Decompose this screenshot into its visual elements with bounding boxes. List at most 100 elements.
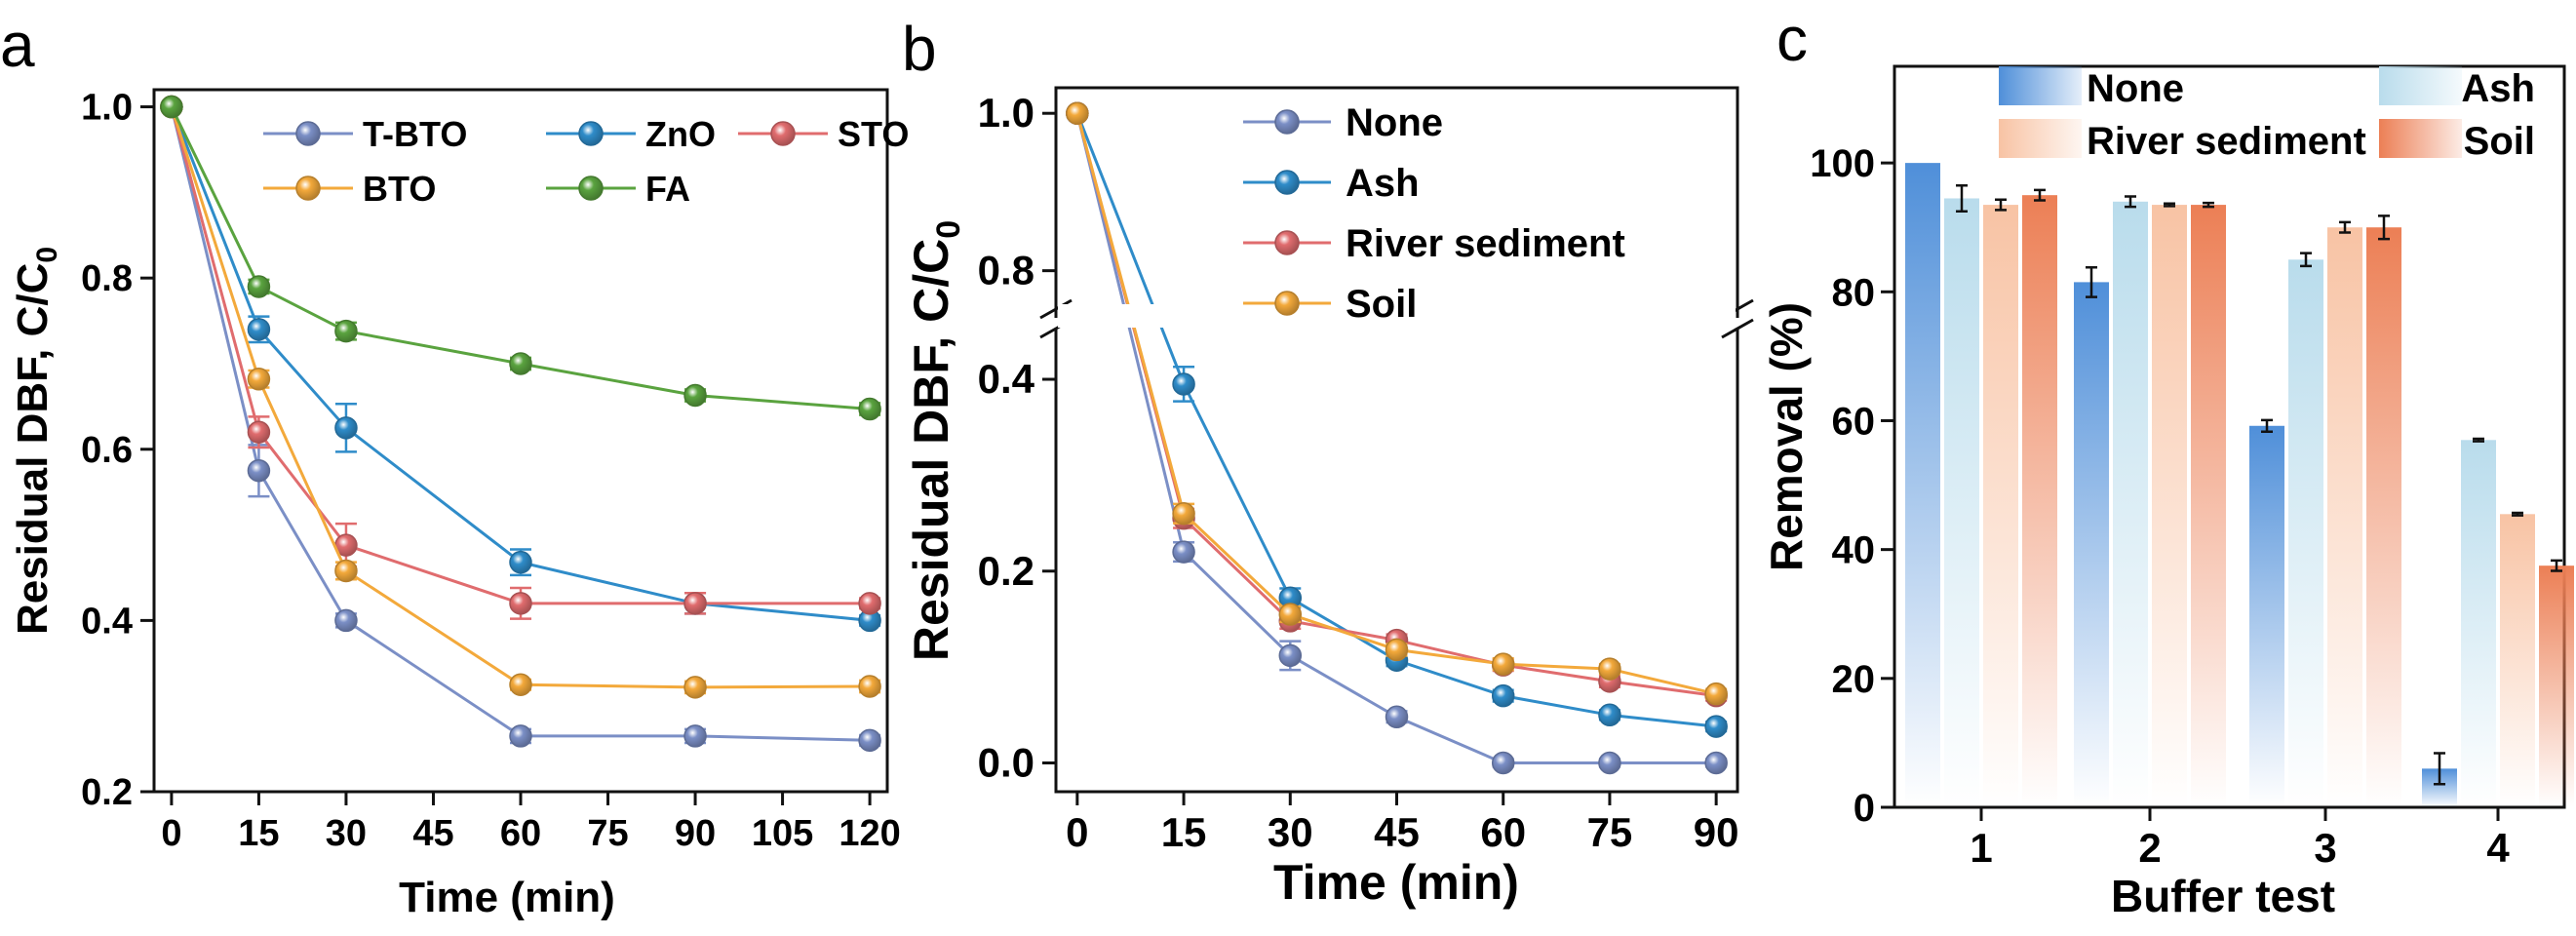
axis-break-gap xyxy=(1058,304,1736,328)
y-axis-label-c: Removal (%) xyxy=(1761,302,1812,571)
x-tick-label-b: 60 xyxy=(1480,809,1526,855)
x-tick-label-c: 4 xyxy=(2486,825,2510,871)
legend-item-c-soil: Soil xyxy=(2379,119,2535,163)
x-tick-label-b: 75 xyxy=(1587,809,1633,855)
x-tick-label-b: 30 xyxy=(1268,809,1313,855)
x-tick-label-a: 90 xyxy=(675,813,716,854)
panel-c-chart: 0 20 40 60 80 100 1 2 3 4 None Ash River sediment So… xyxy=(1761,64,2574,921)
series-b-none xyxy=(1066,101,1728,775)
data-point-b xyxy=(1385,638,1409,662)
bar-none xyxy=(2249,425,2284,807)
legend-item-a-t-bto: T-BTO xyxy=(263,114,467,154)
series-a-t-bto xyxy=(160,95,881,753)
legend-swatch-c xyxy=(1999,119,2082,158)
plot-frame-c xyxy=(1893,64,2566,809)
legend-item-b-none: None xyxy=(1243,101,1443,144)
y-tick-label-b: 0.4 xyxy=(978,356,1035,402)
data-point-b xyxy=(1704,682,1728,706)
data-point-a xyxy=(334,559,358,583)
panel-label-b: b xyxy=(902,14,937,84)
error-bar-c xyxy=(1956,184,1968,213)
legend-label-c: Soil xyxy=(2464,120,2535,163)
data-point-a xyxy=(683,383,707,408)
data-point-a xyxy=(683,724,707,748)
y-tick-label-c: 0 xyxy=(1854,787,1875,830)
y-tick-label-a: 0.8 xyxy=(81,258,133,299)
legend-label-a: STO xyxy=(838,114,909,154)
data-point-a xyxy=(247,275,271,298)
legend-item-a-bto: BTO xyxy=(263,169,436,209)
legend-swatch-c xyxy=(2379,119,2462,158)
data-point-a xyxy=(509,592,532,615)
error-bar-c xyxy=(2086,265,2097,298)
data-point-b xyxy=(1172,372,1195,396)
bar-river-sediment xyxy=(1983,205,2018,807)
x-axis-label-c: Buffer test xyxy=(2111,871,2335,921)
bar-soil xyxy=(2366,227,2401,807)
legend-label-a: BTO xyxy=(363,169,436,209)
bar-river-sediment xyxy=(2152,205,2187,807)
data-point-a xyxy=(858,397,881,421)
legend-item-a-fa: FA xyxy=(546,169,690,209)
data-point-a xyxy=(509,724,532,748)
data-point-a xyxy=(247,318,271,341)
x-tick-label-b: 15 xyxy=(1161,809,1207,855)
legend-item-a-zno: ZnO xyxy=(546,114,716,154)
x-tick-label-b: 90 xyxy=(1694,809,1739,855)
error-bar-c xyxy=(2034,188,2046,202)
series-line-a-bto xyxy=(170,106,871,689)
series-line-a-fa xyxy=(170,105,871,411)
data-point-a xyxy=(334,416,358,440)
error-bar-c xyxy=(2473,437,2484,443)
legend-label-a: FA xyxy=(645,169,690,209)
legend-label-c: River sediment xyxy=(2087,120,2366,163)
y-tick-label-b: 1.0 xyxy=(978,90,1034,136)
x-tick-label-a: 0 xyxy=(161,813,181,854)
x-axis-label-b: Time (min) xyxy=(1273,855,1519,910)
y-tick-label-a: 0.4 xyxy=(81,601,133,642)
data-point-b xyxy=(1491,751,1515,775)
x-tick-label-a: 45 xyxy=(412,813,453,854)
legend-label-b: Ash xyxy=(1346,162,1420,205)
x-tick-label-a: 120 xyxy=(839,813,900,854)
bar-none xyxy=(2074,282,2109,807)
series-line-a-zno xyxy=(170,106,871,622)
legend-marker-b xyxy=(1274,291,1300,316)
data-point-a xyxy=(247,458,271,483)
legend-item-b-ash: Ash xyxy=(1243,162,1420,205)
x-tick-label-a: 75 xyxy=(587,813,628,854)
legend-label-b: River sediment xyxy=(1346,222,1625,265)
series-a-fa xyxy=(160,95,881,421)
error-bar-c xyxy=(2300,252,2312,268)
legend-item-c-ash: Ash xyxy=(2379,66,2535,110)
y-tick-label-b: 0.8 xyxy=(978,248,1034,293)
data-point-a xyxy=(334,608,358,633)
panel-a-chart: 0 15 30 45 60 75 90 105 120 0.2 0.4 0.6 0.8 1.0 T-BTO… xyxy=(9,88,909,921)
x-tick-label-a: 60 xyxy=(500,813,541,854)
data-point-b xyxy=(1491,652,1515,676)
legend-label-a: T-BTO xyxy=(363,114,467,154)
error-bar-c xyxy=(2125,195,2136,209)
data-point-a xyxy=(509,352,532,375)
bar-none xyxy=(1905,163,1940,807)
y-axis-label-a-main: Residual DBF, C/C xyxy=(9,263,57,635)
y-tick-label-c: 60 xyxy=(1832,400,1876,443)
data-point-b xyxy=(1066,101,1089,125)
data-point-b xyxy=(1385,705,1409,729)
bar-ash xyxy=(2288,259,2323,807)
y-tick-label-b: 0.0 xyxy=(978,739,1034,785)
error-bar-c xyxy=(2164,202,2175,208)
data-point-a xyxy=(509,550,532,574)
legend-label-b: None xyxy=(1346,101,1443,144)
x-tick-label-c: 3 xyxy=(2314,825,2336,871)
y-tick-label-c: 20 xyxy=(1832,658,1876,701)
x-tick-label-b: 0 xyxy=(1066,809,1088,855)
y-axis-label-a-sub: 0 xyxy=(31,247,63,263)
x-tick-label-a: 105 xyxy=(752,813,813,854)
legend-swatch-c xyxy=(2379,66,2462,105)
y-tick-label-c: 40 xyxy=(1832,529,1876,572)
data-point-b xyxy=(1491,683,1515,708)
bar-ash xyxy=(2113,201,2148,808)
